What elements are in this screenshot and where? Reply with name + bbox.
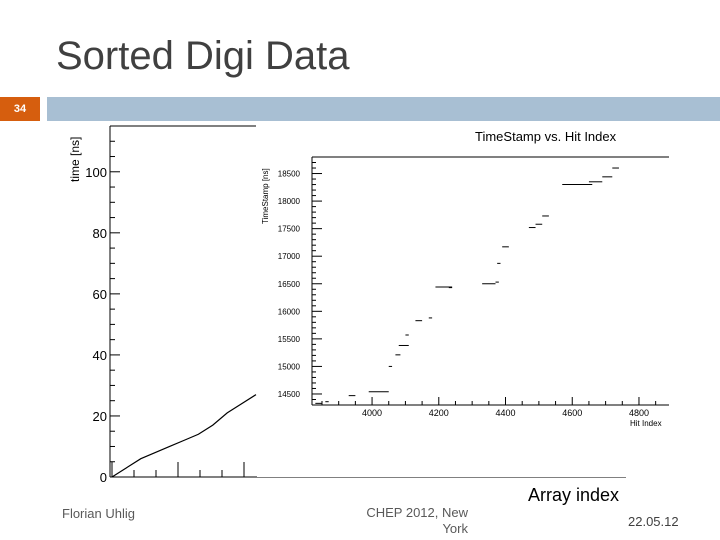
inset-y-tick-label: 15000 <box>278 362 301 371</box>
time-series-line <box>111 394 257 478</box>
footer-conference-line2: York <box>442 521 468 536</box>
outer-y-tick-label: 0 <box>100 470 107 485</box>
inset-y-tick-label: 15500 <box>278 335 301 344</box>
footer-author: Florian Uhlig <box>62 506 135 521</box>
inset-chart: TimeStamp vs. Hit Index Hit Index TimeSt… <box>257 129 669 477</box>
inset-y-tick-label: 17500 <box>278 225 301 234</box>
inset-x-axis-label: Hit Index <box>630 419 662 428</box>
outer-y-tick-label: 80 <box>93 226 107 241</box>
inset-x-tick-label: 4200 <box>429 408 449 418</box>
outer-y-axis-label: time [ns] <box>68 137 82 182</box>
slide-title: Sorted Digi Data <box>56 34 350 78</box>
outer-y-tick-label: 40 <box>93 348 107 363</box>
inset-x-tick-label: 4400 <box>495 408 515 418</box>
footer-conference-line1: CHEP 2012, New <box>366 505 468 520</box>
outer-y-tick-label: 20 <box>93 409 107 424</box>
inset-y-tick-label: 18000 <box>278 197 301 206</box>
footer-conference: CHEP 2012, New York <box>346 505 468 537</box>
inset-y-tick-label: 14500 <box>278 390 301 399</box>
inset-x-tick-label: 4600 <box>562 408 582 418</box>
x-axis-title: Array index <box>528 485 620 505</box>
header-accent-bar <box>47 97 720 121</box>
inset-y-tick-label: 16500 <box>278 280 301 289</box>
inset-y-tick-label: 18500 <box>278 170 301 179</box>
outer-y-tick-label: 100 <box>85 165 107 180</box>
inset-title: TimeStamp vs. Hit Index <box>475 129 617 144</box>
outer-y-tick-label: 60 <box>93 287 107 302</box>
slide-number-badge: 34 <box>0 97 40 121</box>
inset-background <box>257 155 669 477</box>
inset-x-tick-label: 4800 <box>629 408 649 418</box>
inset-y-axis-label: TimeStamp [ns] <box>261 168 270 224</box>
inset-x-tick-label: 4000 <box>362 408 382 418</box>
inset-y-tick-label: 16000 <box>278 307 301 316</box>
inset-y-tick-label: 17000 <box>278 252 301 261</box>
footer-date: 22.05.12 <box>628 514 679 529</box>
